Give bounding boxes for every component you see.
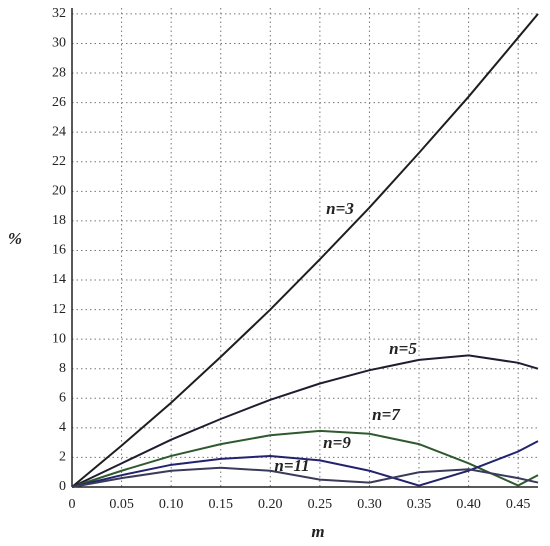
y-tick-label: 14 [52, 272, 66, 287]
series-label: n=3 [326, 199, 354, 218]
y-tick-label: 16 [52, 243, 66, 258]
y-tick-label: 0 [59, 479, 66, 494]
data-line [71, 354, 539, 488]
x-axis-label: m [311, 522, 324, 541]
data-line [71, 429, 539, 488]
series-label: n=5 [389, 339, 417, 358]
x-tick-label: 0.40 [456, 497, 481, 512]
series-label: n=7 [372, 405, 401, 424]
y-tick-label: 12 [52, 302, 66, 317]
data-line [71, 13, 539, 488]
y-tick-label: 10 [52, 331, 66, 346]
x-tick-label: 0.35 [407, 497, 432, 512]
x-tick-label: 0.15 [208, 497, 233, 512]
y-tick-label: 8 [59, 361, 66, 376]
y-tick-label: 26 [52, 95, 66, 110]
y-tick-label: 32 [52, 6, 66, 21]
series-label: n=11 [274, 456, 309, 475]
y-tick-label: 22 [52, 154, 66, 169]
data-line [71, 440, 539, 488]
y-tick-label: 28 [52, 65, 66, 80]
x-tick-label: 0.30 [357, 497, 382, 512]
x-tick-label: 0.10 [159, 497, 184, 512]
y-tick-label: 2 [59, 450, 66, 465]
y-axis-label: % [8, 229, 22, 248]
x-tick-label: 0.45 [506, 497, 531, 512]
series-label: n=9 [323, 433, 351, 452]
y-tick-label: 30 [52, 36, 66, 51]
x-tick-label: 0 [69, 497, 76, 512]
x-tick-label: 0.05 [109, 497, 134, 512]
y-tick-label: 18 [52, 213, 66, 228]
y-tick-label: 6 [59, 391, 66, 406]
data-line [71, 466, 539, 488]
y-tick-label: 4 [59, 420, 66, 435]
y-tick-label: 24 [52, 124, 66, 139]
y-tick-label: 20 [52, 184, 66, 199]
x-tick-label: 0.25 [308, 497, 333, 512]
x-tick-label: 0.20 [258, 497, 283, 512]
